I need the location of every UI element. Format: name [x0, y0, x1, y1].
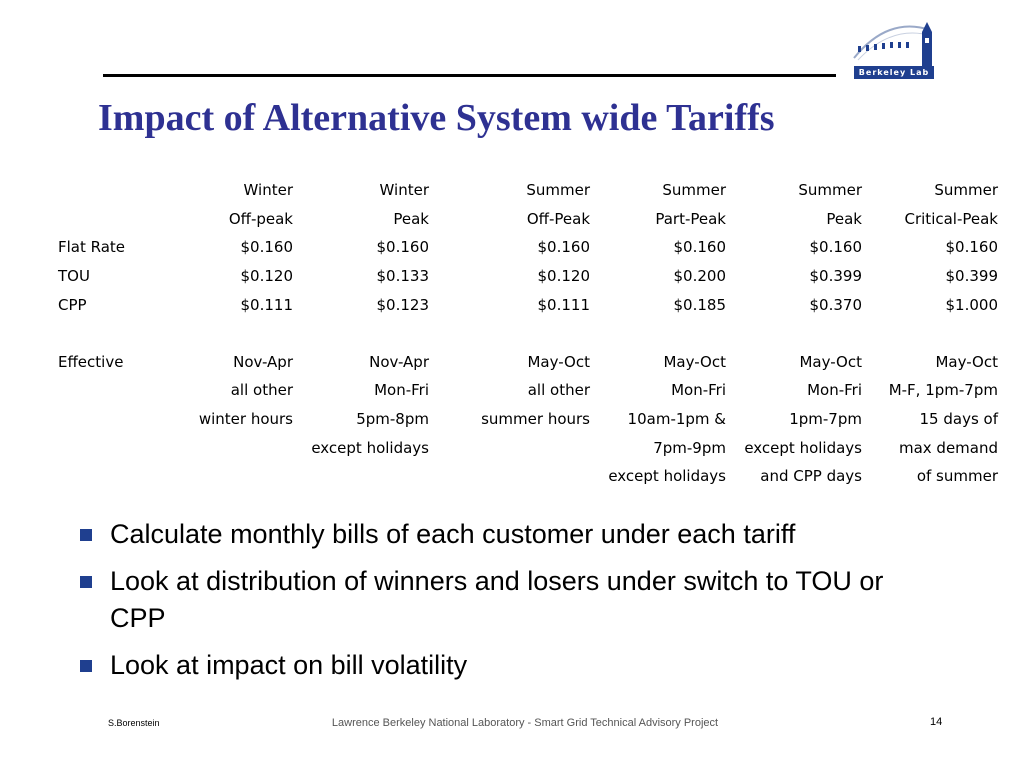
- effective-cell: [433, 433, 594, 462]
- square-bullet-icon: [80, 576, 92, 588]
- footer-author: S.Borenstein: [108, 718, 160, 728]
- rate-cell: $0.399: [945, 267, 999, 286]
- row-label: CPP: [58, 295, 87, 314]
- effective-cell: 5pm-8pm: [356, 410, 429, 429]
- effective-cell: [433, 462, 594, 491]
- effective-cell: except holidays: [311, 438, 429, 457]
- header-cell: Summer: [662, 181, 726, 200]
- header-cell: Summer: [798, 181, 862, 200]
- tariff-table: Winter Winter Summer Summer Summer Summe…: [54, 176, 1002, 491]
- table-spacer-row: [54, 319, 1002, 348]
- rate-cell: $1.000: [945, 295, 999, 314]
- effective-cell: winter hours: [198, 410, 293, 429]
- effective-cell: [297, 462, 433, 491]
- effective-cell: 7pm-9pm: [653, 438, 726, 457]
- header-cell: Peak: [826, 209, 862, 228]
- page-number: 14: [930, 716, 943, 728]
- rate-row-cpp: CPP $0.111 $0.123 $0.111 $0.185 $0.370 $…: [54, 290, 1002, 319]
- rate-cell: $0.160: [376, 238, 430, 257]
- square-bullet-icon: [80, 529, 92, 541]
- title-rule: [103, 74, 836, 77]
- rate-row-tou: TOU $0.120 $0.133 $0.120 $0.200 $0.399 $…: [54, 262, 1002, 291]
- effective-cell: [158, 462, 297, 491]
- rate-cell: $0.160: [537, 238, 591, 257]
- slide-title: Impact of Alternative System wide Tariff…: [98, 97, 775, 139]
- rate-cell: $0.120: [240, 267, 294, 286]
- effective-cell: 10am-1pm &: [627, 410, 726, 429]
- effective-cell: 15 days of: [919, 410, 999, 429]
- rate-cell: $0.399: [809, 267, 863, 286]
- effective-row: winter hours 5pm-8pm summer hours 10am-1…: [54, 405, 1002, 434]
- header-cell: Winter: [243, 181, 293, 200]
- effective-cell: May-Oct: [799, 352, 862, 371]
- effective-cell: M-F, 1pm-7pm: [888, 381, 998, 400]
- berkeley-lab-logo: [853, 22, 933, 66]
- bullet-item: Look at distribution of winners and lose…: [80, 563, 940, 637]
- rate-cell: $0.370: [809, 295, 863, 314]
- bullet-item: Calculate monthly bills of each customer…: [80, 516, 940, 553]
- row-label: Effective: [58, 352, 124, 371]
- rate-cell: $0.123: [376, 295, 430, 314]
- effective-row: Effective Nov-Apr Nov-Apr May-Oct May-Oc…: [54, 348, 1002, 377]
- effective-cell: Mon-Fri: [807, 381, 862, 400]
- effective-cell: Nov-Apr: [369, 352, 429, 371]
- logo-wordmark: Berkeley Lab: [854, 66, 934, 79]
- rate-cell: $0.185: [673, 295, 727, 314]
- rate-cell: $0.133: [376, 267, 430, 286]
- effective-cell: [158, 433, 297, 462]
- bullet-text: Look at impact on bill volatility: [110, 650, 468, 680]
- rate-cell: $0.120: [537, 267, 591, 286]
- header-row-period: Off-peak Peak Off-Peak Part-Peak Peak Cr…: [54, 205, 1002, 234]
- effective-cell: May-Oct: [935, 352, 998, 371]
- effective-cell: and CPP days: [760, 467, 862, 486]
- rate-cell: $0.111: [537, 295, 591, 314]
- rate-cell: $0.160: [809, 238, 863, 257]
- footer-organization: Lawrence Berkeley National Laboratory - …: [331, 717, 719, 729]
- effective-cell: Mon-Fri: [671, 381, 726, 400]
- effective-cell: except holidays: [608, 467, 726, 486]
- header-cell: Part-Peak: [655, 209, 726, 228]
- rate-cell: $0.160: [945, 238, 999, 257]
- header-cell: Critical-Peak: [904, 209, 999, 228]
- rate-cell: $0.111: [240, 295, 294, 314]
- table-corner: [54, 205, 158, 234]
- table-corner: [54, 176, 158, 205]
- effective-cell: all other: [230, 381, 293, 400]
- rate-cell: $0.160: [673, 238, 727, 257]
- header-cell: Off-peak: [228, 209, 293, 228]
- header-cell: Peak: [393, 209, 429, 228]
- effective-cell: May-Oct: [663, 352, 726, 371]
- effective-cell: Mon-Fri: [374, 381, 429, 400]
- bullet-text: Look at distribution of winners and lose…: [110, 566, 884, 633]
- header-cell: Summer: [934, 181, 998, 200]
- rate-cell: $0.160: [240, 238, 294, 257]
- effective-cell: except holidays: [744, 438, 862, 457]
- bullet-item: Look at impact on bill volatility: [80, 647, 940, 684]
- row-label: TOU: [58, 267, 90, 286]
- header-cell: Winter: [379, 181, 429, 200]
- effective-cell: Nov-Apr: [233, 352, 293, 371]
- effective-cell: max demand: [898, 438, 998, 457]
- effective-row: all other Mon-Fri all other Mon-Fri Mon-…: [54, 376, 1002, 405]
- header-cell: Summer: [526, 181, 590, 200]
- effective-cell: of summer: [916, 467, 998, 486]
- bullet-list: Calculate monthly bills of each customer…: [80, 516, 940, 694]
- header-cell: Off-Peak: [526, 209, 590, 228]
- effective-cell: all other: [527, 381, 590, 400]
- header-row-season: Winter Winter Summer Summer Summer Summe…: [54, 176, 1002, 205]
- effective-cell: May-Oct: [527, 352, 590, 371]
- effective-cell: summer hours: [481, 410, 590, 429]
- bullet-text: Calculate monthly bills of each customer…: [110, 519, 796, 549]
- rate-row-flat: Flat Rate $0.160 $0.160 $0.160 $0.160 $0…: [54, 233, 1002, 262]
- effective-cell: 1pm-7pm: [789, 410, 862, 429]
- row-label: Flat Rate: [58, 238, 126, 257]
- rate-cell: $0.200: [673, 267, 727, 286]
- square-bullet-icon: [80, 660, 92, 672]
- effective-row: except holidays and CPP days of summer: [54, 462, 1002, 491]
- effective-row: except holidays 7pm-9pm except holidays …: [54, 433, 1002, 462]
